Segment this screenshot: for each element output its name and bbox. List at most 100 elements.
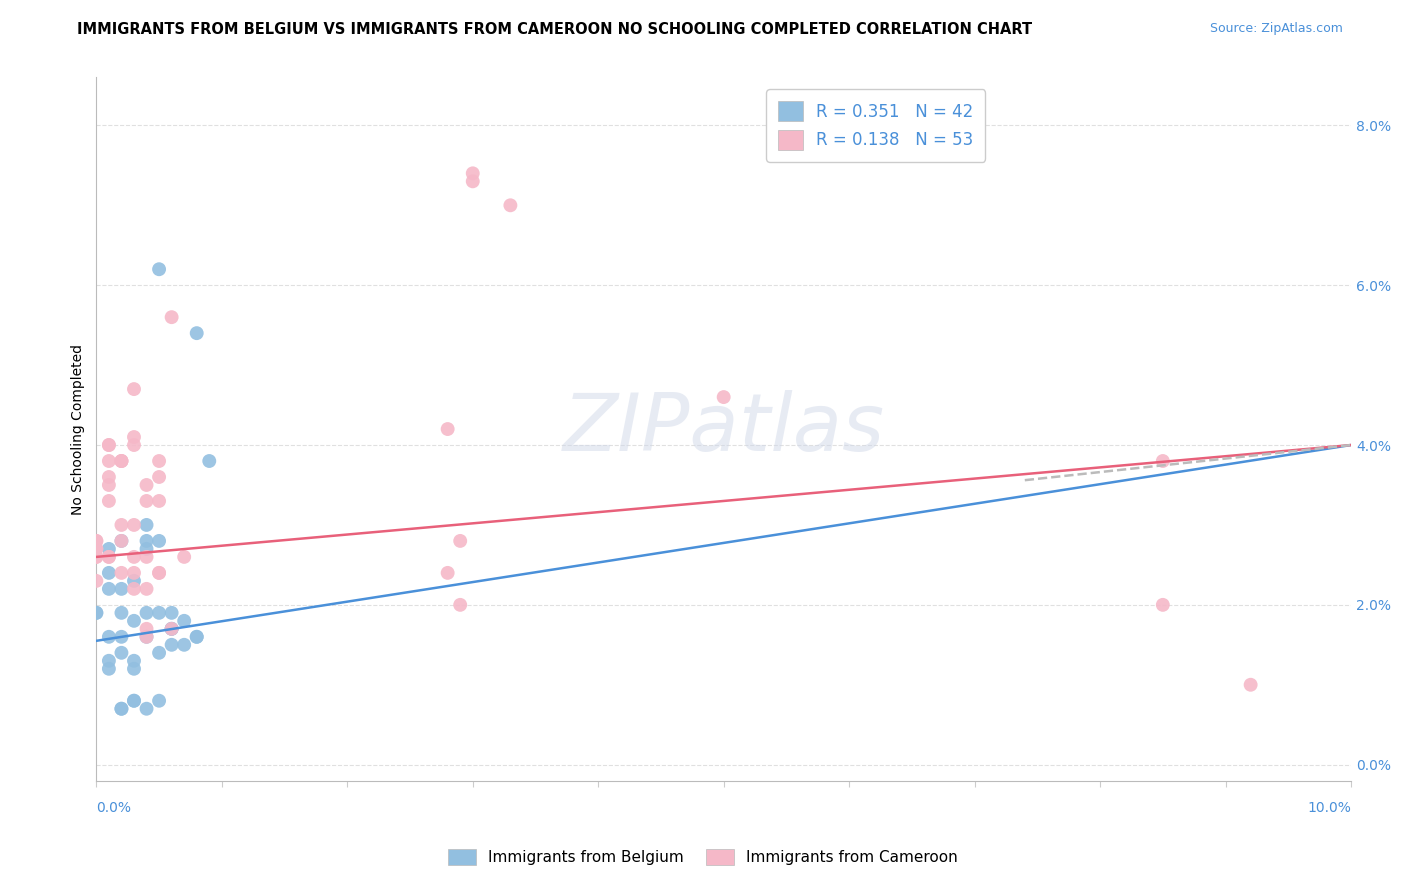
Point <box>135 622 157 636</box>
Point <box>97 470 120 484</box>
Point <box>122 517 145 532</box>
Point <box>461 174 484 188</box>
Point <box>97 478 120 492</box>
Point <box>97 630 120 644</box>
Point <box>110 454 132 468</box>
Point <box>186 326 208 340</box>
Point <box>110 454 132 468</box>
Point <box>122 582 145 596</box>
Point <box>135 478 157 492</box>
Point <box>449 533 471 548</box>
Point <box>86 533 108 548</box>
Point <box>97 549 120 564</box>
Point <box>97 438 120 452</box>
Point <box>135 549 157 564</box>
Point <box>97 654 120 668</box>
Point <box>186 630 208 644</box>
Point <box>148 566 170 580</box>
Point <box>86 533 108 548</box>
Point <box>135 606 157 620</box>
Point <box>198 454 221 468</box>
Text: 0.0%: 0.0% <box>97 801 131 815</box>
Point <box>461 166 484 180</box>
Point <box>122 566 145 580</box>
Text: ZIPatlas: ZIPatlas <box>562 390 884 468</box>
Point <box>160 622 183 636</box>
Point <box>122 694 145 708</box>
Point <box>110 646 132 660</box>
Point <box>122 430 145 444</box>
Point <box>148 566 170 580</box>
Point <box>148 694 170 708</box>
Point <box>135 494 157 508</box>
Point <box>86 549 108 564</box>
Point <box>97 494 120 508</box>
Point <box>160 310 183 325</box>
Point <box>86 541 108 556</box>
Point <box>449 598 471 612</box>
Point <box>122 694 145 708</box>
Point <box>110 566 132 580</box>
Point <box>97 454 120 468</box>
Point <box>122 549 145 564</box>
Point <box>173 549 195 564</box>
Point <box>122 382 145 396</box>
Point <box>97 566 120 580</box>
Legend: R = 0.351   N = 42, R = 0.138   N = 53: R = 0.351 N = 42, R = 0.138 N = 53 <box>766 89 986 161</box>
Point <box>148 533 170 548</box>
Point <box>135 517 157 532</box>
Point <box>160 638 183 652</box>
Point <box>148 494 170 508</box>
Point <box>86 541 108 556</box>
Point <box>122 662 145 676</box>
Point <box>135 630 157 644</box>
Point <box>1152 454 1174 468</box>
Point <box>436 566 458 580</box>
Point <box>148 606 170 620</box>
Point <box>122 438 145 452</box>
Point <box>713 390 735 404</box>
Point <box>1152 598 1174 612</box>
Point <box>86 606 108 620</box>
Point <box>148 470 170 484</box>
Point <box>160 622 183 636</box>
Point <box>160 622 183 636</box>
Point <box>148 454 170 468</box>
Point <box>148 262 170 277</box>
Point <box>97 541 120 556</box>
Point <box>135 630 157 644</box>
Point <box>436 422 458 436</box>
Point <box>135 702 157 716</box>
Point <box>160 606 183 620</box>
Point <box>110 702 132 716</box>
Point <box>86 574 108 588</box>
Legend: Immigrants from Belgium, Immigrants from Cameroon: Immigrants from Belgium, Immigrants from… <box>441 843 965 871</box>
Point <box>110 533 132 548</box>
Point <box>86 549 108 564</box>
Point <box>173 614 195 628</box>
Point <box>110 454 132 468</box>
Point <box>148 646 170 660</box>
Point <box>1240 678 1263 692</box>
Point <box>110 606 132 620</box>
Point <box>97 549 120 564</box>
Point <box>135 541 157 556</box>
Point <box>186 630 208 644</box>
Point <box>122 654 145 668</box>
Point <box>173 638 195 652</box>
Point <box>122 614 145 628</box>
Point <box>110 630 132 644</box>
Text: Source: ZipAtlas.com: Source: ZipAtlas.com <box>1209 22 1343 36</box>
Point <box>135 582 157 596</box>
Point <box>110 702 132 716</box>
Point <box>86 606 108 620</box>
Point <box>110 517 132 532</box>
Point <box>97 438 120 452</box>
Point <box>97 662 120 676</box>
Point <box>110 582 132 596</box>
Point <box>499 198 522 212</box>
Point <box>135 533 157 548</box>
Point <box>122 574 145 588</box>
Y-axis label: No Schooling Completed: No Schooling Completed <box>72 343 86 515</box>
Text: 10.0%: 10.0% <box>1308 801 1351 815</box>
